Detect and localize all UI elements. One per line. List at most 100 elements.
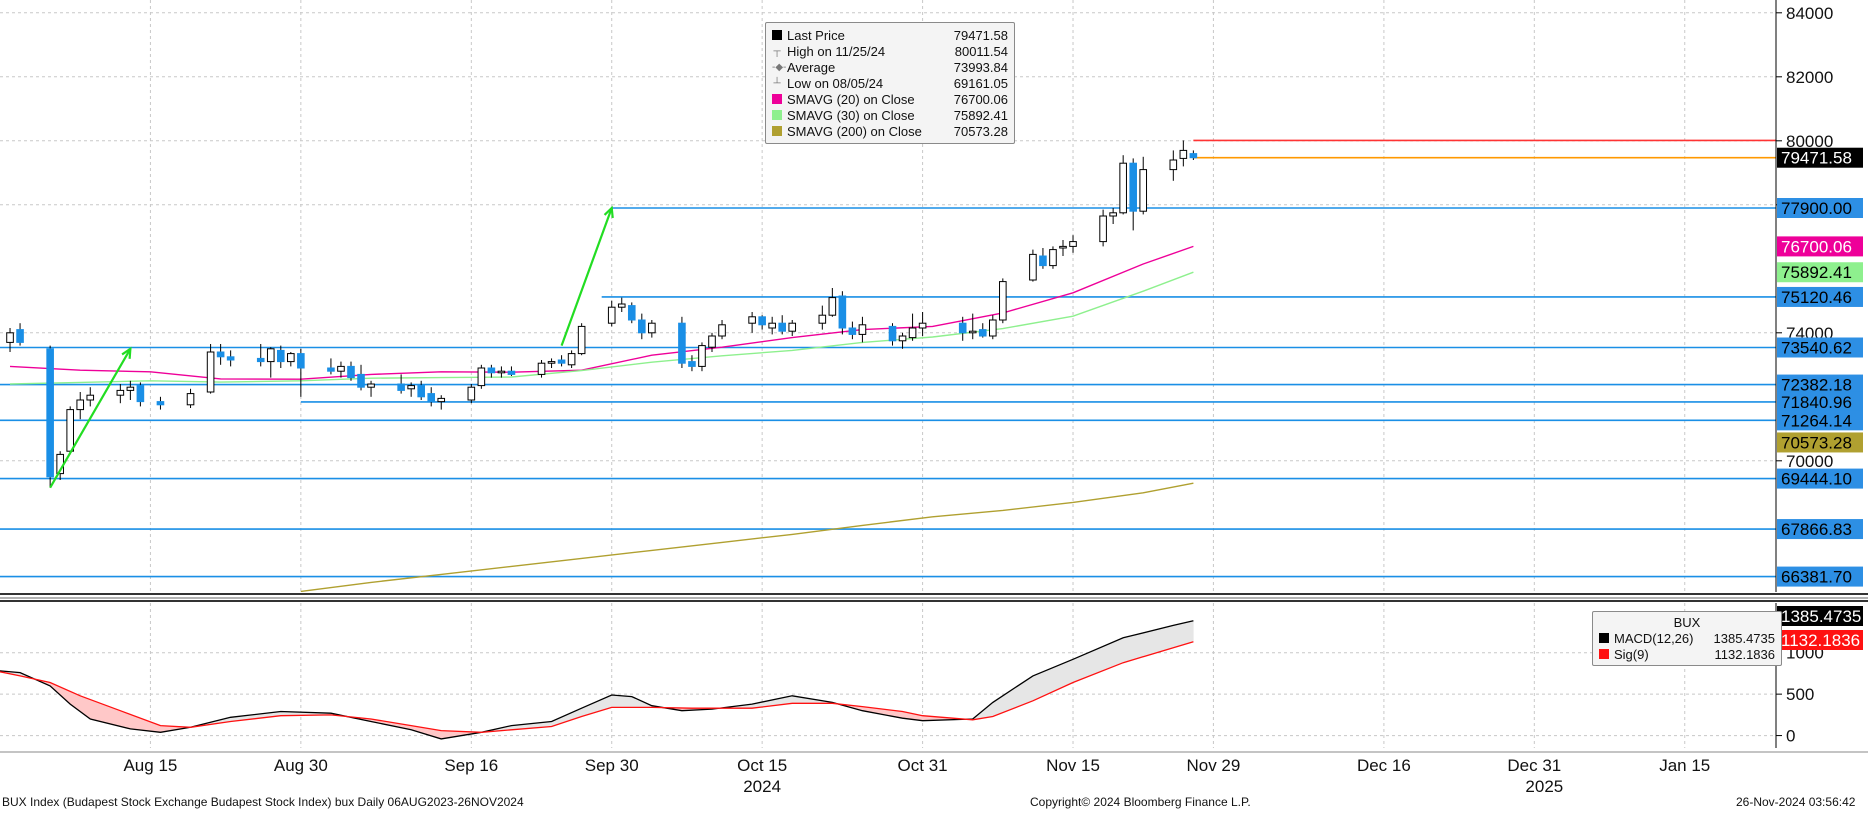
candle-body <box>86 394 95 401</box>
candle-body <box>1189 153 1198 159</box>
sma-tag-bg <box>1777 432 1863 453</box>
macd-fill <box>1183 620 1194 646</box>
level-tag-bg <box>1777 410 1863 431</box>
candle-body <box>828 297 837 316</box>
candle-body <box>978 329 987 337</box>
candle-body <box>276 349 285 363</box>
candle-body <box>487 367 496 374</box>
legend-swatch: ┴ <box>773 77 781 89</box>
candle-body <box>788 322 797 332</box>
candle-body <box>1039 255 1047 267</box>
legend-row: SMAVG (200) on Close 70573.28 <box>772 123 1008 139</box>
candle-body <box>858 324 867 335</box>
x-tick-label: Jan 15 <box>1659 756 1710 775</box>
macd-fill <box>1152 627 1164 655</box>
macd-legend-swatch <box>1599 649 1609 659</box>
macd-legend-row: Sig(9) 1132.1836 <box>1599 646 1775 662</box>
candle-body <box>6 332 14 343</box>
candle-body <box>888 325 897 342</box>
x-tick-label: Nov 15 <box>1046 756 1100 775</box>
candle-body <box>648 322 656 334</box>
candle-body <box>768 322 776 329</box>
level-tag: 77900.00 <box>1781 199 1852 218</box>
last-price-tag: 79471.58 <box>1781 149 1852 168</box>
macd-panel <box>0 620 1194 740</box>
year-label: 2025 <box>1525 777 1563 796</box>
candle-body <box>347 365 355 379</box>
level-tag-bg <box>1777 198 1863 218</box>
macd-tag-bg <box>1777 606 1863 626</box>
candle-body <box>126 386 135 391</box>
macd-fill <box>1132 632 1144 661</box>
x-tick-label: Sep 16 <box>444 756 498 775</box>
x-tick-label: Aug 30 <box>274 756 328 775</box>
legend-label: High on 11/25/24 <box>787 43 886 59</box>
legend-label: SMAVG (30) on Close <box>787 107 915 123</box>
candle-body <box>407 385 415 390</box>
candle-body <box>678 322 686 364</box>
candle-body <box>216 351 225 358</box>
candle-body <box>898 335 907 342</box>
legend-row: SMAVG (30) on Close 75892.41 <box>772 107 1008 123</box>
macd-tag-bg <box>1777 630 1863 650</box>
price-panel <box>0 139 1776 593</box>
candle-body <box>547 361 556 364</box>
sma-line <box>300 482 1194 593</box>
trend-arrow-head <box>603 205 614 219</box>
legend-row: ┬ High on 11/25/24 80011.54 <box>772 43 1008 59</box>
macd-legend-value: 1385.4735 <box>1713 630 1775 646</box>
candle-body <box>1049 249 1057 267</box>
x-tick-label: Sep 30 <box>585 756 639 775</box>
candle-body <box>357 373 365 388</box>
level-tag-bg <box>1777 566 1863 587</box>
macd-legend-value: 1132.1836 <box>1714 646 1776 662</box>
candle-body <box>999 281 1007 321</box>
candle-body <box>477 367 486 387</box>
footer-timestamp: 26-Nov-2024 03:56:42 <box>1736 795 1856 809</box>
candle-body <box>136 385 145 403</box>
candle-body <box>397 383 405 391</box>
candle-body <box>1029 253 1037 281</box>
candle-body <box>958 322 967 334</box>
macd-fill <box>1142 630 1154 658</box>
macd-legend-swatch <box>1599 633 1609 643</box>
candle-body <box>1119 162 1127 214</box>
candle-body <box>607 306 616 324</box>
x-tick-label: Dec 16 <box>1357 756 1411 775</box>
price-tick-label: 70000 <box>1786 452 1833 471</box>
candle-body <box>908 327 917 339</box>
trend-arrow <box>49 348 132 489</box>
candle-body <box>1099 215 1107 243</box>
legend-swatch <box>772 110 782 120</box>
legend-row: ┴ Low on 08/05/24 69161.05 <box>772 75 1008 91</box>
candle-body <box>1109 212 1117 217</box>
macd-fill <box>611 694 623 708</box>
level-tag-bg <box>1777 337 1863 358</box>
macd-legend-label: Sig(9) <box>1614 646 1649 662</box>
legend-label: Average <box>787 59 836 75</box>
price-tick-label: 80000 <box>1786 132 1833 151</box>
x-tick-label: Aug 15 <box>123 756 177 775</box>
level-tag: 72382.18 <box>1781 376 1852 395</box>
candle-body <box>617 303 626 308</box>
legend-swatch <box>772 30 782 40</box>
candle-body <box>778 322 787 332</box>
macd-tick-label: 500 <box>1786 685 1814 704</box>
x-tick-label: Oct 15 <box>737 756 787 775</box>
macd-line <box>0 620 1194 740</box>
year-label: 2024 <box>743 777 781 796</box>
legend-row: -◆- Average 73993.84 <box>772 59 1008 75</box>
sma-line <box>9 271 1194 385</box>
footer-copyright: Copyright© 2024 Bloomberg Finance L.P. <box>1030 795 1251 809</box>
candle-body <box>748 316 756 324</box>
x-tick-label: Oct 31 <box>898 756 948 775</box>
legend-row: SMAVG (20) on Close 76700.06 <box>772 91 1008 107</box>
candle-body <box>437 397 446 403</box>
candle-body <box>1179 149 1188 159</box>
candle-body <box>698 345 706 367</box>
candle-body <box>1139 169 1148 212</box>
candle-body <box>988 319 997 337</box>
level-tag: 71840.96 <box>1781 393 1852 412</box>
candle-body <box>838 295 847 329</box>
level-tag: 75120.46 <box>1781 288 1852 307</box>
